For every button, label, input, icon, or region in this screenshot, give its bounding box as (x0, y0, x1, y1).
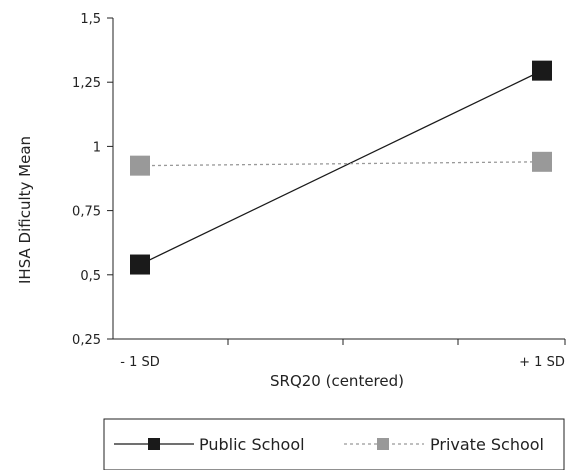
x-axis-ticks: - 1 SD + 1 SD (120, 339, 566, 370)
legend: Public School Private School (103, 418, 565, 470)
y-tick-label: 0,25 (72, 333, 101, 348)
axes (112, 18, 565, 340)
x-tick-label: + 1 SD (519, 355, 565, 370)
legend-label-private-school: Private School (430, 435, 544, 454)
series-line-public-school (139, 70, 543, 266)
y-tick-label: 1,25 (72, 76, 101, 91)
data-point-private-school (532, 151, 552, 172)
series-group (130, 60, 552, 275)
series-line-private-school (139, 161, 543, 167)
data-point-public-school (532, 60, 552, 81)
x-axis-title: SRQ20 (centered) (270, 372, 404, 390)
y-axis-ticks: 0,25 0,5 0,75 1 1,25 1,5 (72, 12, 113, 348)
y-tick-label: 0,75 (72, 205, 101, 220)
y-tick-label: 0,5 (80, 269, 101, 284)
y-tick-label: 1,5 (80, 12, 101, 27)
x-tick-label: - 1 SD (120, 355, 160, 370)
legend-label-public-school: Public School (199, 435, 305, 454)
legend-marker-public-school (148, 438, 160, 450)
y-axis-title: IHSA Dificulty Mean (16, 136, 34, 284)
y-tick-label: 1 (93, 140, 101, 155)
data-point-private-school (130, 155, 150, 176)
data-point-public-school (130, 254, 150, 275)
legend-marker-private-school (377, 438, 389, 450)
